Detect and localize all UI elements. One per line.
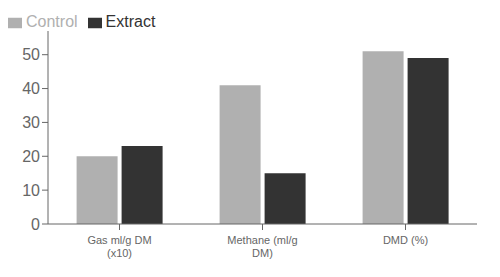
svg-text:30: 30 bbox=[22, 114, 40, 131]
svg-text:10: 10 bbox=[22, 182, 40, 199]
svg-text:Gas ml/g DM(x10): Gas ml/g DM(x10) bbox=[87, 234, 151, 259]
svg-text:40: 40 bbox=[22, 80, 40, 97]
svg-text:50: 50 bbox=[22, 46, 40, 63]
html-text:Extract: Extract bbox=[105, 13, 156, 30]
svg-text:20: 20 bbox=[22, 148, 40, 165]
svg-text:0: 0 bbox=[31, 216, 40, 233]
html-text:Control: Control bbox=[26, 13, 78, 30]
svg-text:DMD (%): DMD (%) bbox=[383, 234, 428, 246]
svg-text:Methane (ml/gDM): Methane (ml/gDM) bbox=[227, 234, 297, 259]
